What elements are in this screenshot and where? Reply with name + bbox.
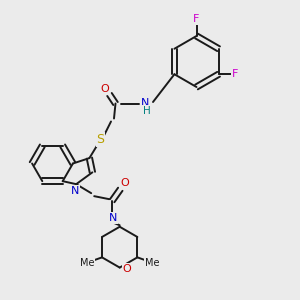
Text: H: H <box>142 106 150 116</box>
Text: O: O <box>121 178 130 188</box>
Text: N: N <box>70 186 79 196</box>
Text: F: F <box>193 14 200 25</box>
Text: Me: Me <box>80 258 94 268</box>
Text: F: F <box>232 69 238 79</box>
Text: O: O <box>100 84 109 94</box>
Text: S: S <box>97 133 104 146</box>
Text: N: N <box>141 98 150 108</box>
Text: N: N <box>109 213 117 223</box>
Text: Me: Me <box>145 258 160 268</box>
Text: O: O <box>123 264 132 274</box>
